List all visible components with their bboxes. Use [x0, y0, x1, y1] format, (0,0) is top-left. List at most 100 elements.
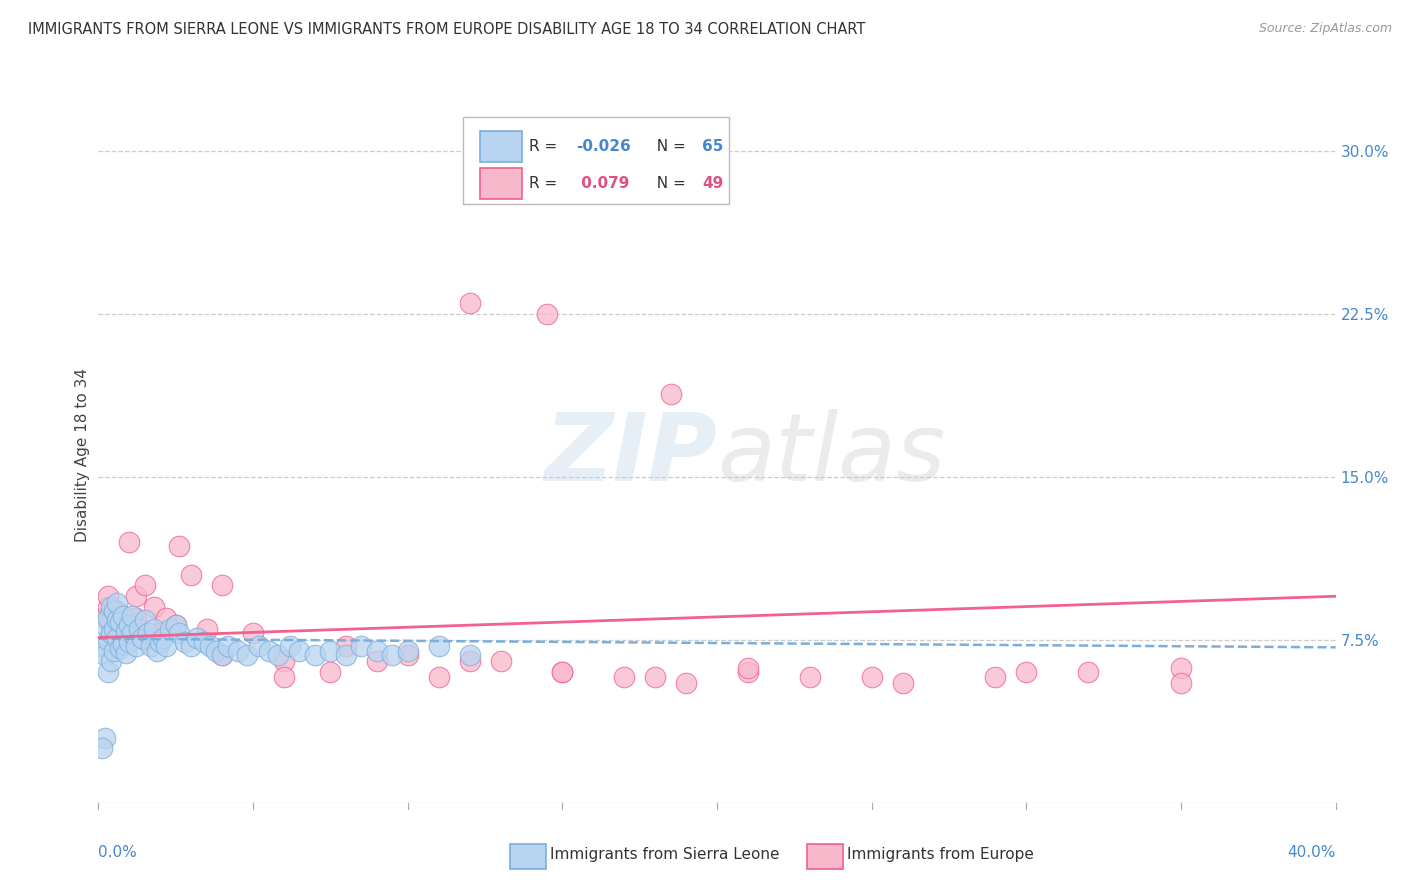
- Point: [335, 648, 357, 662]
- Point: [217, 639, 239, 653]
- Point: [195, 622, 218, 636]
- Point: [143, 622, 166, 636]
- Point: [273, 670, 295, 684]
- Point: [139, 639, 162, 653]
- Point: [134, 613, 156, 627]
- Point: [155, 611, 177, 625]
- Point: [93, 611, 115, 625]
- Point: [427, 670, 450, 684]
- Point: [155, 639, 177, 653]
- Point: [226, 643, 249, 657]
- Point: [146, 643, 169, 657]
- Point: [427, 639, 450, 653]
- Text: R =: R =: [529, 176, 562, 191]
- Point: [100, 600, 122, 615]
- Point: [143, 600, 166, 615]
- Point: [350, 639, 373, 653]
- Point: [118, 617, 141, 632]
- Point: [180, 639, 202, 653]
- Point: [737, 665, 759, 680]
- Point: [211, 578, 233, 592]
- Point: [675, 676, 697, 690]
- Point: [319, 665, 342, 680]
- Point: [112, 622, 135, 636]
- Point: [134, 632, 156, 647]
- FancyBboxPatch shape: [464, 118, 730, 204]
- Text: 0.079: 0.079: [576, 176, 630, 191]
- Point: [100, 617, 122, 632]
- Point: [273, 655, 295, 669]
- Text: 49: 49: [702, 176, 724, 191]
- Point: [1170, 676, 1192, 690]
- Point: [536, 307, 558, 321]
- Point: [167, 539, 190, 553]
- Point: [105, 613, 128, 627]
- Point: [799, 670, 821, 684]
- Point: [211, 648, 233, 662]
- Point: [211, 648, 233, 662]
- FancyBboxPatch shape: [479, 169, 522, 199]
- Point: [112, 637, 135, 651]
- Point: [613, 670, 636, 684]
- Point: [93, 617, 115, 632]
- Point: [366, 643, 388, 657]
- Point: [247, 639, 270, 653]
- Point: [136, 626, 159, 640]
- Text: 65: 65: [702, 139, 724, 154]
- Point: [458, 648, 481, 662]
- Point: [112, 608, 135, 623]
- Text: atlas: atlas: [717, 409, 945, 500]
- Point: [124, 611, 146, 625]
- Point: [644, 670, 666, 684]
- Point: [115, 624, 138, 638]
- Point: [108, 622, 131, 636]
- Point: [90, 639, 112, 653]
- Point: [236, 648, 259, 662]
- Text: 40.0%: 40.0%: [1288, 845, 1336, 860]
- Point: [186, 631, 208, 645]
- Point: [131, 631, 153, 645]
- Point: [242, 626, 264, 640]
- Point: [118, 535, 141, 549]
- Text: N =: N =: [647, 139, 690, 154]
- Point: [167, 626, 190, 640]
- Point: [288, 643, 311, 657]
- Point: [121, 626, 143, 640]
- Point: [278, 639, 301, 653]
- Point: [103, 622, 125, 636]
- Point: [97, 611, 120, 625]
- Point: [267, 648, 290, 662]
- Point: [335, 639, 357, 653]
- Point: [93, 648, 115, 662]
- Point: [1170, 661, 1192, 675]
- Text: R =: R =: [529, 139, 562, 154]
- Point: [891, 676, 914, 690]
- Text: -0.026: -0.026: [576, 139, 631, 154]
- Point: [180, 567, 202, 582]
- Point: [115, 646, 138, 660]
- Point: [304, 648, 326, 662]
- Point: [103, 643, 125, 657]
- Point: [984, 670, 1007, 684]
- FancyBboxPatch shape: [479, 131, 522, 162]
- Y-axis label: Disability Age 18 to 34: Disability Age 18 to 34: [75, 368, 90, 542]
- Text: IMMIGRANTS FROM SIERRA LEONE VS IMMIGRANTS FROM EUROPE DISABILITY AGE 18 TO 34 C: IMMIGRANTS FROM SIERRA LEONE VS IMMIGRAN…: [28, 22, 866, 37]
- Point: [1077, 665, 1099, 680]
- Point: [551, 665, 574, 680]
- Point: [737, 661, 759, 675]
- Point: [165, 617, 187, 632]
- Point: [1015, 665, 1038, 680]
- Point: [105, 631, 128, 645]
- Point: [90, 741, 112, 756]
- Point: [124, 589, 146, 603]
- Point: [149, 635, 172, 649]
- Point: [100, 626, 122, 640]
- FancyBboxPatch shape: [510, 844, 547, 869]
- Text: 0.0%: 0.0%: [98, 845, 138, 860]
- Point: [381, 648, 404, 662]
- Point: [97, 665, 120, 680]
- Point: [458, 295, 481, 310]
- Point: [103, 626, 125, 640]
- Point: [103, 605, 125, 619]
- Text: Immigrants from Sierra Leone: Immigrants from Sierra Leone: [550, 847, 779, 863]
